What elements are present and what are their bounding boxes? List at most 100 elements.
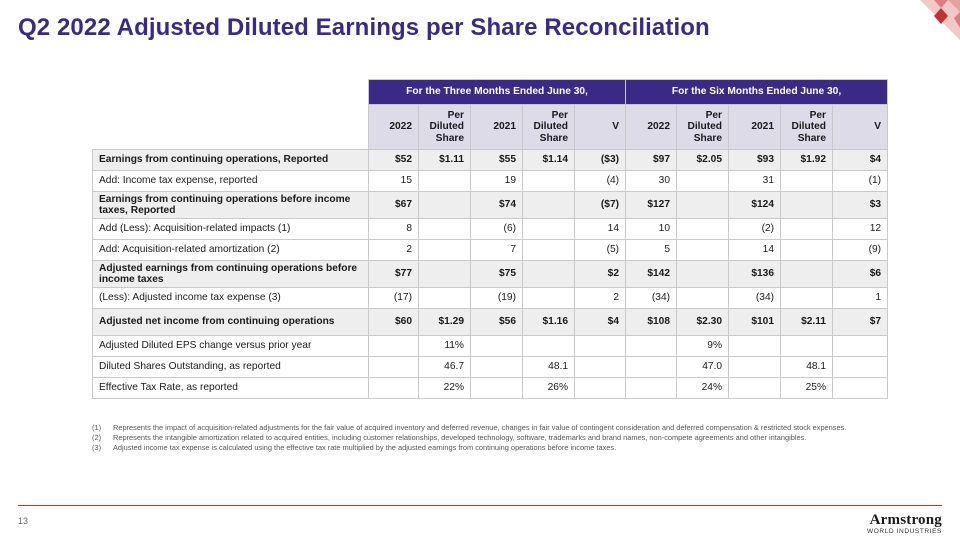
page-number: 13 — [18, 516, 29, 526]
table-cell — [573, 377, 627, 399]
table-cell: 31 — [728, 170, 782, 192]
table-cell: $136 — [728, 260, 782, 288]
table-cell: $77 — [368, 260, 419, 288]
table-cell — [418, 260, 471, 288]
table-cell: 48.1 — [522, 356, 575, 378]
table-cell: $75 — [470, 260, 523, 288]
table-cell: 14 — [728, 239, 782, 261]
table-cell — [368, 335, 419, 357]
table-cell: $52 — [368, 149, 419, 171]
group-header-row: For the Three Months Ended June 30, For … — [92, 79, 889, 105]
table-cell — [728, 335, 782, 357]
table-cell: $1.11 — [418, 149, 471, 171]
table-cell — [418, 239, 471, 261]
table-cell: 12 — [832, 218, 889, 240]
table-cell: 22% — [418, 377, 471, 399]
row-label: Earnings from continuing operations, Rep… — [92, 149, 369, 171]
footnote-text: Represents the impact of acquisition-rel… — [113, 423, 847, 432]
brand-subtitle: WORLD INDUSTRIES — [867, 528, 942, 535]
footnote-number: (2) — [92, 433, 102, 442]
table-cell — [780, 260, 834, 288]
footnote: (1) Represents the impact of acquisition-… — [92, 423, 922, 433]
table-row: Diluted Shares Outstanding, as reported 4… — [92, 356, 889, 378]
row-label: (Less): Adjusted income tax expense (3) — [92, 287, 369, 309]
group-header-three-months: For the Three Months Ended June 30, — [367, 79, 627, 105]
table-cell: $2.11 — [780, 308, 834, 336]
table-row: Earnings from continuing operations befo… — [92, 191, 889, 219]
table-cell — [573, 335, 627, 357]
table-cell: $2.30 — [676, 308, 730, 336]
table-cell — [780, 335, 834, 357]
table-row: Adjusted net income from continuing oper… — [92, 308, 889, 336]
table-cell — [522, 218, 575, 240]
column-header-row: 2022 Per Diluted Share 2021 Per Diluted Sha… — [92, 104, 889, 150]
table-cell — [522, 287, 575, 309]
table-row: Add: Income tax expense, reported 15 19 (4)… — [92, 170, 889, 192]
table-cell: 5 — [625, 239, 678, 261]
table-cell: 2 — [368, 239, 419, 261]
row-label: Adjusted earnings from continuing operat… — [92, 260, 369, 288]
table-cell: $4 — [573, 308, 627, 336]
table-cell — [625, 377, 678, 399]
table-row: Adjusted Diluted EPS change versus prior… — [92, 335, 889, 357]
table-cell — [676, 239, 730, 261]
table-cell: 11% — [418, 335, 471, 357]
table-cell: $60 — [368, 308, 419, 336]
table-cell — [470, 335, 523, 357]
table-cell — [625, 335, 678, 357]
table-cell: 19 — [470, 170, 523, 192]
footnote-text: Represents the intangible amortization r… — [113, 433, 807, 442]
table-cell — [780, 170, 834, 192]
table-cell: $93 — [728, 149, 782, 171]
footnote: (2) Represents the intangible amortizatio… — [92, 433, 922, 443]
table-cell: $67 — [368, 191, 419, 219]
row-label: Add (Less): Acquisition-related impacts … — [92, 218, 369, 240]
table-cell: (4) — [573, 170, 627, 192]
table-cell: 24% — [676, 377, 730, 399]
table-cell: $74 — [470, 191, 523, 219]
table-cell — [676, 170, 730, 192]
row-label: Adjusted net income from continuing oper… — [92, 308, 369, 336]
table-cell: (1) — [832, 170, 889, 192]
column-header: Per Diluted Share — [676, 104, 730, 150]
table-cell: $4 — [832, 149, 889, 171]
table-cell: $2.05 — [676, 149, 730, 171]
row-label: Add: Acquisition-related amortization (2… — [92, 239, 369, 261]
table-row: Adjusted earnings from continuing operat… — [92, 260, 889, 288]
table-cell — [418, 191, 471, 219]
table-cell — [780, 191, 834, 219]
page-title: Q2 2022 Adjusted Diluted Earnings per Sh… — [18, 14, 710, 41]
table-cell: $1.14 — [522, 149, 575, 171]
column-header: 2021 — [470, 104, 523, 150]
column-header-blank — [92, 104, 369, 150]
footnote: (3) Adjusted income tax expense is calcul… — [92, 443, 922, 453]
table-cell: $7 — [832, 308, 889, 336]
table-cell — [522, 335, 575, 357]
table-cell: (34) — [625, 287, 678, 309]
column-header: 2022 — [368, 104, 419, 150]
table-cell: 14 — [573, 218, 627, 240]
table-row: (Less): Adjusted income tax expense (3) (… — [92, 287, 889, 309]
row-label: Add: Income tax expense, reported — [92, 170, 369, 192]
table-row: Add: Acquisition-related amortization (2… — [92, 239, 889, 261]
table-cell: $124 — [728, 191, 782, 219]
table-row: Effective Tax Rate, as reported 22% 26% 24%… — [92, 377, 889, 399]
table-cell: $1.29 — [418, 308, 471, 336]
brand-logo: Armstrong WORLD INDUSTRIES — [867, 512, 942, 535]
table-cell — [728, 377, 782, 399]
footnote-number: (3) — [92, 443, 102, 452]
column-header: Per Diluted Share — [522, 104, 575, 150]
table-cell: (5) — [573, 239, 627, 261]
table-cell: (19) — [470, 287, 523, 309]
table-cell — [625, 356, 678, 378]
table-cell: $108 — [625, 308, 678, 336]
table-cell: 47.0 — [676, 356, 730, 378]
table-cell — [522, 260, 575, 288]
column-header: 2022 — [625, 104, 678, 150]
row-label: Adjusted Diluted EPS change versus prior… — [92, 335, 369, 357]
table-cell: ($7) — [573, 191, 627, 219]
table-cell — [470, 356, 523, 378]
row-label: Effective Tax Rate, as reported — [92, 377, 369, 399]
table-cell — [418, 170, 471, 192]
table-cell: 10 — [625, 218, 678, 240]
